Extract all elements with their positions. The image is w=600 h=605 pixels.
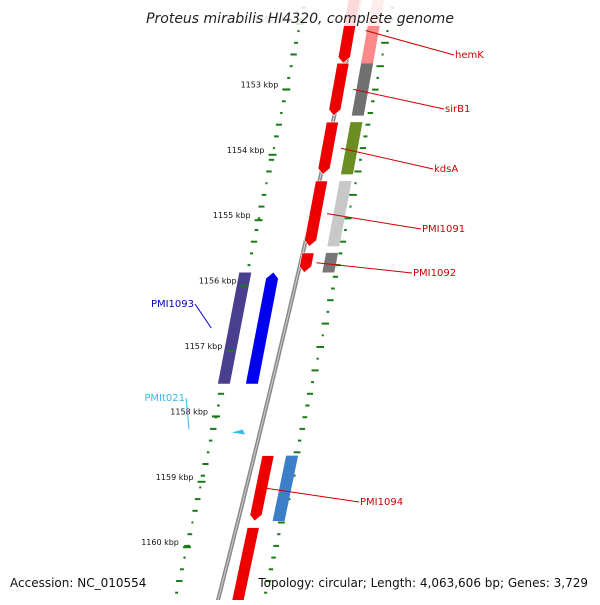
ruler-label-1159: 1159 kbp: [156, 473, 194, 482]
kdsa-label: kdsA: [434, 164, 458, 175]
ruler-label-1156: 1156 kbp: [199, 277, 237, 286]
ruler-label-1160: 1160 kbp: [141, 538, 179, 547]
pmit021-label: PMIt021: [144, 393, 185, 404]
pmi1092-leader: [316, 262, 413, 274]
pmi1094-leader: [266, 487, 360, 503]
pmi1093-cds: [245, 272, 279, 384]
hemk-label: hemK: [455, 50, 484, 61]
ruler-label-1157: 1157 kbp: [185, 342, 223, 351]
pmi1091-cds: [304, 180, 328, 247]
pmi1093-cog: [217, 272, 252, 384]
map-title: Proteus mirabilis HI4320, complete genom…: [146, 11, 454, 27]
label-layer: hemK sirB1 kdsA PMI1091 PMI1092 PMI1093 PMIt02…: [144, 30, 484, 508]
sirb1-cds: [328, 62, 350, 117]
hemk-leader: [365, 30, 455, 56]
accession-text: Accession: NC_010554: [10, 576, 147, 590]
ruler-label-1154: 1154 kbp: [227, 146, 265, 155]
pmit021-trna: [231, 429, 245, 435]
ruler-label-1155: 1155 kbp: [213, 211, 251, 220]
pmi1094-cog: [272, 455, 299, 521]
pmi1093-label: PMI1093: [151, 299, 194, 310]
sirb1-label: sirB1: [445, 104, 470, 115]
pmi1094-label: PMI1094: [360, 497, 403, 508]
feature-layer: [217, 0, 385, 605]
pmi1094-cds: [249, 455, 275, 522]
pmit021-leader: [185, 397, 190, 430]
kdsa-cog: [340, 122, 363, 175]
feature-8-cds: [230, 527, 260, 605]
topology-text: Topology: circular; Length: 4,063,606 bp…: [258, 576, 588, 590]
pmi1092-cds: [299, 252, 315, 273]
sirb1-leader: [353, 88, 445, 110]
ruler-label-1153: 1153 kbp: [241, 80, 279, 89]
pmi1091-label: PMI1091: [422, 224, 465, 235]
pmi1091-cog: [327, 181, 352, 247]
sirb1-cog: [351, 63, 374, 116]
pmi1092-cog: [322, 252, 339, 273]
kdsa-cds: [317, 121, 339, 175]
pmi1093-leader: [194, 303, 212, 329]
ruler-label-1158: 1158 kbp: [170, 407, 208, 416]
pmi1091-leader: [326, 213, 422, 230]
kdsa-leader: [340, 147, 434, 170]
pmi1092-label: PMI1092: [413, 268, 456, 279]
